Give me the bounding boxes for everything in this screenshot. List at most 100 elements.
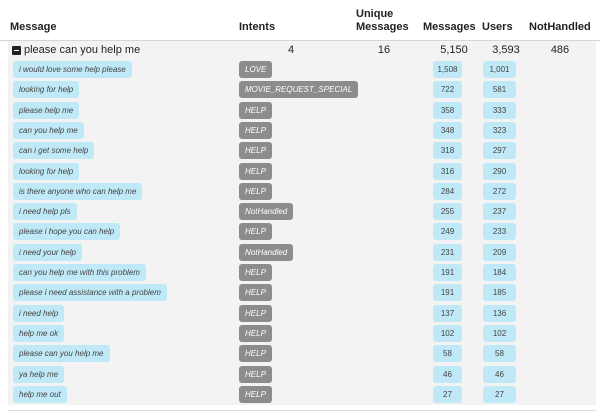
table-row[interactable]: i need help pls NotHandled 255 237: [0, 202, 600, 222]
group-unique-count: 16: [377, 44, 391, 56]
users-count-pill[interactable]: 233: [483, 223, 516, 241]
message-pill[interactable]: i need help: [13, 304, 65, 322]
messages-count-pill[interactable]: 27: [433, 385, 462, 403]
messages-count-pill[interactable]: 284: [433, 182, 462, 200]
column-header-intents[interactable]: Intents: [239, 21, 276, 33]
table-row[interactable]: ya help me HELP 46 46: [0, 365, 600, 385]
intent-pill[interactable]: HELP: [239, 142, 272, 160]
column-header-unique-messages[interactable]: Unique Messages: [356, 8, 409, 34]
column-header-messages[interactable]: Messages: [423, 21, 476, 33]
table-row[interactable]: please i hope you can help HELP 249 233: [0, 222, 600, 242]
users-count-pill[interactable]: 290: [483, 162, 516, 180]
users-count-pill[interactable]: 185: [483, 284, 516, 302]
message-pill[interactable]: please help me: [13, 101, 80, 119]
users-count-pill[interactable]: 136: [483, 304, 516, 322]
message-pill[interactable]: looking for help: [13, 162, 80, 180]
messages-count-pill[interactable]: 348: [433, 121, 462, 139]
message-pill[interactable]: looking for help: [13, 81, 80, 99]
messages-count-pill[interactable]: 191: [433, 284, 462, 302]
users-count-pill[interactable]: 184: [483, 264, 516, 281]
group-users-count: 3,593: [492, 44, 520, 56]
table-row[interactable]: i would love some help please LOVE 1,508 1,…: [0, 60, 600, 80]
message-pill[interactable]: i need help pls: [13, 203, 77, 221]
messages-count-pill[interactable]: 102: [433, 324, 462, 342]
column-header-message[interactable]: Message: [10, 21, 57, 33]
table-row[interactable]: i need help HELP 137 136: [0, 304, 600, 324]
users-count-pill[interactable]: 46: [483, 365, 516, 383]
message-pill[interactable]: help me out: [13, 385, 67, 403]
group-not-handled-count: 486: [550, 44, 570, 56]
group-intents-count: 4: [287, 44, 295, 56]
users-count-pill[interactable]: 237: [483, 203, 516, 221]
intent-pill[interactable]: HELP: [239, 345, 272, 363]
table-row[interactable]: is there anyone who can help me HELP 284 27…: [0, 182, 600, 202]
users-count-pill[interactable]: 102: [483, 324, 516, 342]
table-row[interactable]: looking for help HELP 316 290: [0, 162, 600, 182]
messages-count-pill[interactable]: 358: [433, 101, 462, 119]
intent-pill[interactable]: HELP: [239, 121, 272, 139]
messages-count-pill[interactable]: 249: [433, 223, 462, 241]
messages-count-pill[interactable]: 46: [433, 365, 462, 383]
users-count-pill[interactable]: 27: [483, 385, 516, 403]
column-header-users[interactable]: Users: [482, 21, 513, 33]
table-header: Message Intents Unique Messages Messages…: [0, 0, 600, 41]
intent-pill[interactable]: HELP: [239, 223, 272, 241]
column-header-unique-line1: Unique: [356, 8, 394, 20]
intent-pill[interactable]: NotHandled: [239, 203, 294, 221]
table-row[interactable]: i need your help NotHandled 231 209: [0, 243, 600, 263]
users-count-pill[interactable]: 58: [483, 345, 516, 363]
table-row[interactable]: looking for help MOVIE_REQUEST_SPECIAL 722…: [0, 80, 600, 100]
table-row[interactable]: can you help me with this problem HELP 191…: [0, 263, 600, 283]
users-count-pill[interactable]: 272: [483, 182, 516, 200]
message-pill[interactable]: is there anyone who can help me: [13, 182, 143, 200]
messages-count-pill[interactable]: 255: [433, 203, 462, 221]
table-row[interactable]: can you help me HELP 348 323: [0, 121, 600, 141]
message-pill[interactable]: ya help me: [13, 365, 65, 383]
messages-count-pill[interactable]: 318: [433, 142, 462, 160]
table-bottom-divider: [8, 410, 596, 411]
message-pill[interactable]: can you help me: [13, 121, 84, 139]
message-pill[interactable]: help me ok: [13, 324, 65, 342]
intent-pill[interactable]: HELP: [239, 304, 272, 322]
table-row[interactable]: help me ok HELP 102 102: [0, 324, 600, 344]
messages-count-pill[interactable]: 231: [433, 243, 462, 261]
messages-count-pill[interactable]: 58: [433, 345, 462, 363]
table-row[interactable]: please help me HELP 358 333: [0, 101, 600, 121]
message-pill[interactable]: please can you help me: [13, 345, 110, 363]
message-pill[interactable]: can i get some help: [13, 142, 95, 160]
message-pill[interactable]: i would love some help please: [13, 61, 132, 78]
intent-pill[interactable]: HELP: [239, 365, 272, 383]
users-count-pill[interactable]: 209: [483, 243, 516, 261]
intent-pill[interactable]: LOVE: [239, 61, 273, 78]
messages-count-pill[interactable]: 191: [433, 264, 462, 281]
users-count-pill[interactable]: 297: [483, 142, 516, 160]
message-pill[interactable]: please i hope you can help: [13, 223, 121, 241]
message-pill[interactable]: please i need assistance with a problem: [13, 284, 167, 302]
users-count-pill[interactable]: 333: [483, 101, 516, 119]
group-row[interactable]: please can you help me 4 16 5,150 3,593 …: [8, 43, 596, 60]
message-pill[interactable]: can you help me with this problem: [13, 264, 146, 281]
users-count-pill[interactable]: 1,001: [483, 61, 516, 78]
intent-pill[interactable]: HELP: [239, 264, 272, 281]
intent-pill[interactable]: HELP: [239, 162, 272, 180]
users-count-pill[interactable]: 581: [483, 81, 516, 99]
intent-pill[interactable]: HELP: [239, 284, 272, 302]
table-row[interactable]: help me out HELP 27 27: [0, 385, 600, 405]
table-row[interactable]: please i need assistance with a problem H…: [0, 283, 600, 303]
intent-pill[interactable]: HELP: [239, 324, 272, 342]
table-row[interactable]: please can you help me HELP 58 58: [0, 344, 600, 364]
messages-count-pill[interactable]: 137: [433, 304, 462, 322]
intent-pill[interactable]: HELP: [239, 182, 272, 200]
intent-pill[interactable]: NotHandled: [239, 243, 294, 261]
messages-count-pill[interactable]: 316: [433, 162, 462, 180]
minus-square-icon[interactable]: [12, 46, 21, 55]
messages-count-pill[interactable]: 1,508: [433, 61, 462, 78]
intent-pill[interactable]: HELP: [239, 385, 272, 403]
column-header-not-handled[interactable]: NotHandled: [529, 21, 591, 33]
table-row[interactable]: can i get some help HELP 318 297: [0, 141, 600, 161]
messages-count-pill[interactable]: 722: [433, 81, 462, 99]
intent-pill[interactable]: HELP: [239, 101, 272, 119]
users-count-pill[interactable]: 323: [483, 121, 516, 139]
message-pill[interactable]: i need your help: [13, 243, 82, 261]
intent-pill[interactable]: MOVIE_REQUEST_SPECIAL: [239, 81, 359, 99]
